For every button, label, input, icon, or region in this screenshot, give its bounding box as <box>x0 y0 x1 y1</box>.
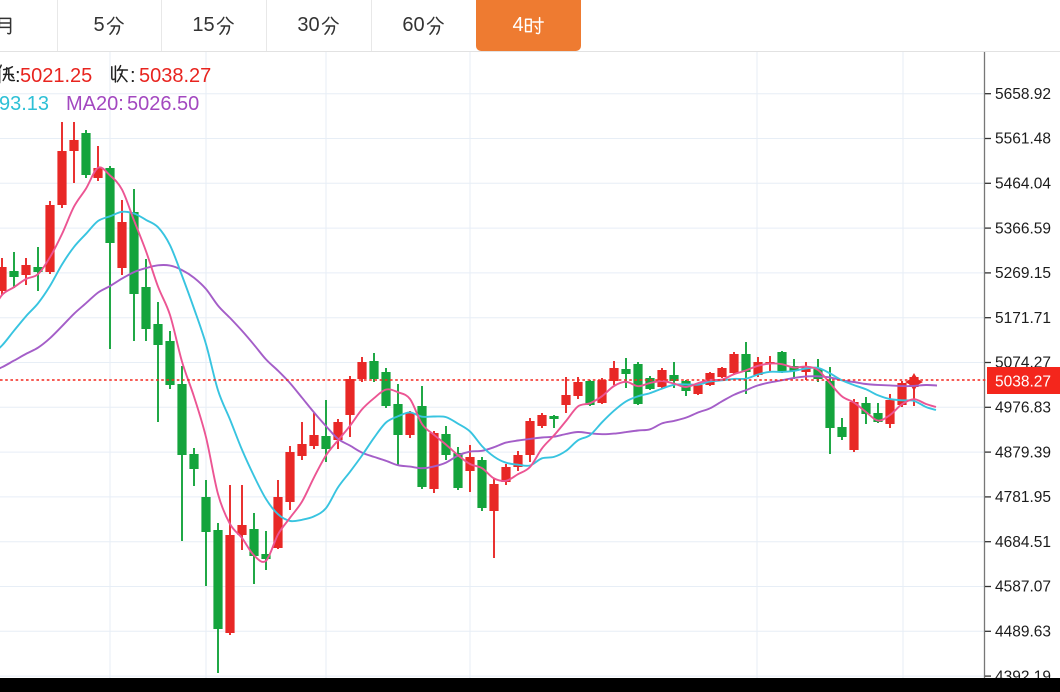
svg-text:5269.15: 5269.15 <box>995 265 1051 282</box>
svg-text:4879.39: 4879.39 <box>995 444 1051 461</box>
svg-text:5561.48: 5561.48 <box>995 131 1051 148</box>
svg-text:5021.25: 5021.25 <box>20 65 92 87</box>
svg-text:MA20:: MA20: <box>66 93 124 115</box>
svg-text:5171.71: 5171.71 <box>995 310 1051 327</box>
svg-text:4587.07: 4587.07 <box>995 579 1051 596</box>
svg-text:4684.51: 4684.51 <box>995 534 1051 551</box>
svg-text:4781.95: 4781.95 <box>995 489 1051 506</box>
svg-text:5038.27: 5038.27 <box>139 65 211 87</box>
svg-text:5026.50: 5026.50 <box>127 93 199 115</box>
svg-text:5464.04: 5464.04 <box>995 176 1051 193</box>
svg-text:93.13: 93.13 <box>0 93 49 115</box>
svg-text:5658.92: 5658.92 <box>995 86 1051 103</box>
svg-text:5366.59: 5366.59 <box>995 220 1051 237</box>
svg-text:5038.27: 5038.27 <box>995 374 1051 391</box>
svg-text:4489.63: 4489.63 <box>995 624 1051 641</box>
svg-text::: : <box>15 65 21 87</box>
svg-text::: : <box>130 65 136 87</box>
svg-text:4976.83: 4976.83 <box>995 400 1051 417</box>
